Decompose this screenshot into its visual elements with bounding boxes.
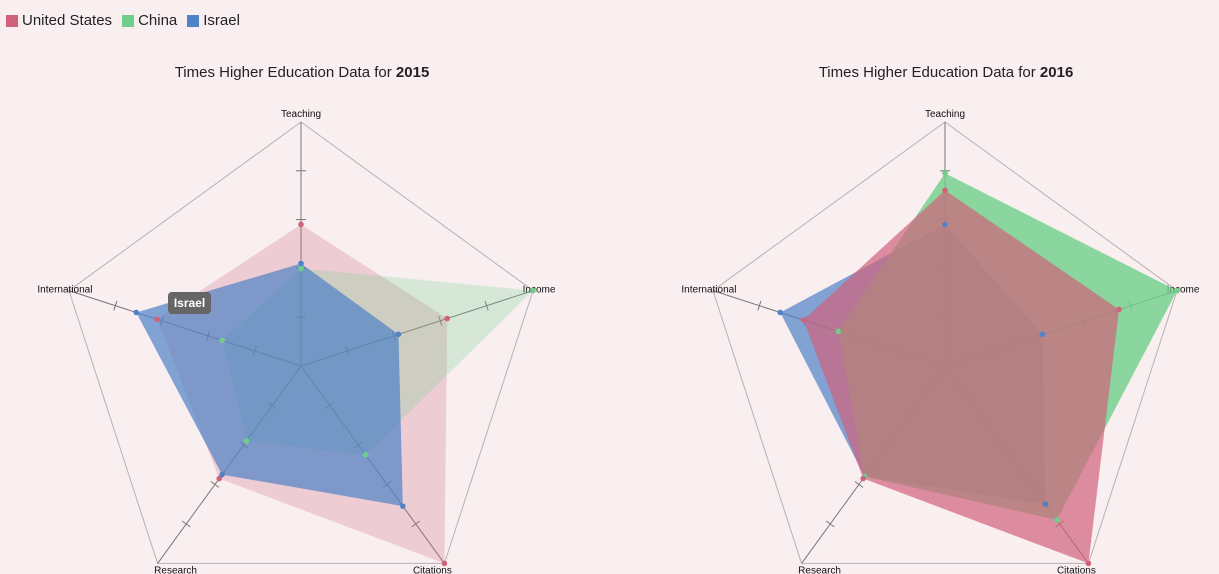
radar-tick-citations [411,520,421,528]
radar-tick-research [210,481,220,488]
radar-point-china [1174,287,1180,294]
radar-point-china [942,170,948,177]
radar-point-china [243,438,250,444]
legend-item-united-states[interactable]: United States [6,12,112,29]
axis-label-teaching: Teaching [281,109,321,120]
axis-label-income: Income [1167,285,1200,296]
radar-tick-research [181,520,191,528]
radar-tick-international [757,300,762,311]
legend-label-united-states: United States [22,12,113,29]
radar-chart-2016: Teaching Income Citations Research Internati… [681,109,1199,574]
legend-label-china: China [138,12,178,29]
radar-chart-2015: Teaching Income Citations Research Internati… [37,109,555,574]
radar-area-united-states [803,190,1120,564]
axis-label-citations: Citations [1057,565,1096,574]
axis-label-research: Research [798,565,841,574]
chart-title-prefix-2015: Times Higher Education Data for [174,64,396,81]
axis-label-income: Income [523,285,556,296]
radar-point-united-states [860,475,867,482]
radar-point-israel [942,221,948,228]
radar-point-china [1054,517,1060,523]
tooltip: Israel [168,292,211,314]
radar-point-united-states [942,187,948,194]
axis-label-international: International [681,285,736,296]
radar-point-china [835,328,842,335]
chart-title-year-2015: 2015 [395,64,430,81]
radar-outer-frame [712,121,1178,564]
radar-point-israel [298,260,304,267]
chart-title-2015: Times Higher Education Data for 2015 [102,64,502,81]
radar-point-united-states [298,221,304,228]
radar-point-china [362,452,369,458]
radar-point-israel [133,309,140,316]
radar-outer-frame [68,121,534,564]
radar-tick-research [854,481,864,488]
axis-label-research: Research [154,565,197,574]
radar-point-israel [1039,331,1046,338]
radar-point-israel [1042,501,1049,507]
radar-point-united-states [154,316,160,323]
legend-item-israel[interactable]: Israel [187,12,240,29]
axis-label-citations: Citations [413,565,452,574]
radar-point-united-states [444,315,450,322]
legend: United States China Israel [6,12,240,29]
radar-point-china [219,337,225,344]
legend-swatch-israel [187,14,200,27]
chart-title-year-2016: 2016 [1039,64,1074,81]
legend-label-israel: Israel [203,12,240,29]
legend-item-china[interactable]: China [122,12,177,29]
radar-tick-income [438,315,443,326]
radar-point-israel [395,331,402,338]
axis-label-teaching: Teaching [925,109,965,120]
radar-point-china [298,265,304,272]
legend-swatch-united-states [6,14,18,27]
tooltip-box [168,292,211,314]
radar-point-israel [219,471,225,478]
radar-tick-international [113,300,118,311]
radar-point-united-states [1085,560,1092,567]
radar-point-united-states [1116,306,1122,313]
radar-area-israel [136,263,403,507]
radar-point-united-states [216,475,223,482]
radar-point-israel [400,503,406,509]
chart-title-2016: Times Higher Education Data for 2016 [746,64,1146,81]
radar-point-israel [777,309,784,316]
radar-tick-income [484,300,489,311]
radar-tick-research [825,520,835,528]
radar-point-china [530,287,536,294]
legend-swatch-china [122,14,135,27]
chart-title-prefix-2016: Times Higher Education Data for [818,64,1040,81]
tooltip-text: Israel [174,296,205,310]
axis-label-international: International [37,285,92,296]
radar-point-united-states [800,317,807,323]
radar-point-united-states [441,560,448,567]
